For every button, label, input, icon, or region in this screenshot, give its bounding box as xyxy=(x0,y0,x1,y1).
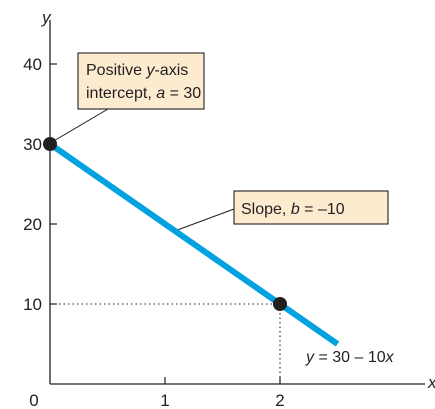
intercept-callout-box xyxy=(77,52,205,110)
guides-group xyxy=(50,303,281,384)
points-group xyxy=(43,137,287,311)
x-axis-label: x xyxy=(427,373,435,392)
slope-callout: Slope, b = –10 xyxy=(233,190,389,225)
ticks-group: 10 20 30 40 0 1 2 xyxy=(23,55,285,409)
slope-callout-text: Slope, b = –10 xyxy=(241,201,345,218)
data-point xyxy=(43,137,57,151)
y-tick-label: 30 xyxy=(23,135,42,154)
x-tick-label: 0 xyxy=(29,391,38,409)
intercept-callout-line1: Positive y-axis xyxy=(86,62,188,79)
leader-lines-group xyxy=(51,108,235,233)
intercept-callout: Positive y-axis intercept, a = 30 xyxy=(77,52,205,110)
y-tick-label: 20 xyxy=(23,215,42,234)
slope-callout-box xyxy=(233,190,389,225)
series-line xyxy=(48,141,340,347)
slope-leader-line xyxy=(171,208,235,233)
intercept-callout-line2: intercept, a = 30 xyxy=(86,85,201,102)
data-point xyxy=(273,297,287,311)
x-tick-label: 1 xyxy=(160,391,169,409)
y-axis-label: y xyxy=(41,8,52,27)
intercept-leader-line xyxy=(51,108,109,143)
line-equation-label: y = 30 – 10x xyxy=(305,349,395,366)
y-tick-label: 40 xyxy=(23,55,42,74)
series-group xyxy=(48,141,340,347)
y-tick-label: 10 xyxy=(23,295,42,314)
x-tick-label: 2 xyxy=(275,391,284,409)
